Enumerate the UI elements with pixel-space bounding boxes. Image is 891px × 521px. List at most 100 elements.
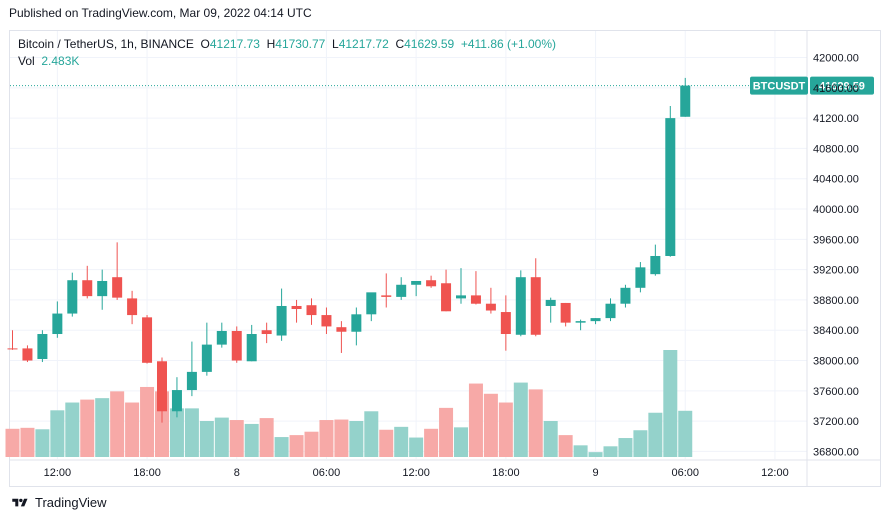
candle-body — [411, 280, 422, 285]
volume-bar — [678, 410, 693, 457]
candle-body — [665, 118, 676, 256]
price-tag-label: 41629.59 — [819, 81, 865, 93]
candle-body — [426, 280, 437, 287]
volume-bar — [603, 446, 618, 457]
volume-bar — [199, 421, 214, 457]
open-value: 41217.73 — [209, 37, 260, 51]
candle-body — [231, 330, 242, 361]
candle-body — [635, 267, 646, 288]
y-tick-label: 37600.00 — [813, 386, 859, 398]
candle-body — [246, 334, 257, 362]
tradingview-logo-icon — [12, 498, 28, 506]
y-tick-label: 41200.00 — [813, 113, 859, 125]
candle-body — [97, 280, 108, 297]
candle-body — [590, 318, 601, 322]
published-text: Published on TradingView.com, Mar 09, 20… — [9, 6, 312, 20]
volume-bar — [409, 437, 424, 457]
y-tick-label: 38400.00 — [813, 325, 859, 337]
volume-bar — [648, 412, 663, 457]
chart-legend: Bitcoin / TetherUS, 1h, BINANCE O41217.7… — [18, 36, 556, 70]
candle-body — [470, 295, 481, 304]
candle-body — [82, 280, 93, 297]
volume-bar — [513, 382, 528, 457]
volume-bar — [379, 429, 394, 457]
y-tick-label: 37200.00 — [813, 416, 859, 428]
tradingview-brand[interactable]: TradingView — [10, 495, 107, 510]
candle-body — [515, 277, 526, 335]
candle-body — [605, 303, 616, 319]
volume-bar — [424, 428, 439, 457]
candle-body — [306, 305, 317, 316]
y-tick-label: 38000.00 — [813, 356, 859, 368]
x-tick-label: 18:00 — [133, 467, 161, 479]
volume-bar — [50, 410, 65, 457]
low-label: L — [332, 37, 339, 51]
x-tick-label: 8 — [234, 467, 240, 479]
y-tick-label: 41600.00 — [813, 83, 859, 95]
volume-bar — [5, 428, 20, 457]
y-tick-label: 42000.00 — [813, 53, 859, 65]
candle-body — [22, 348, 33, 361]
candle-body — [127, 298, 138, 316]
volume-bar — [618, 438, 633, 457]
volume-bar — [304, 431, 319, 457]
volume-bar — [95, 398, 110, 457]
volume-bar — [214, 417, 229, 457]
candle-body — [157, 361, 167, 412]
symbol-tag-bg — [750, 76, 808, 95]
candle-body — [291, 305, 302, 310]
y-tick-label: 38800.00 — [813, 295, 859, 307]
candle-body — [456, 295, 466, 299]
low-value: 41217.72 — [338, 37, 389, 51]
volume-bar — [498, 402, 513, 457]
candle-body — [216, 330, 227, 345]
close-value: 41629.59 — [404, 37, 455, 51]
open-label: O — [200, 37, 210, 51]
x-tick-label: 12:00 — [761, 467, 789, 479]
volume-bar — [110, 391, 125, 457]
volume-bar — [439, 407, 454, 457]
candle-body — [67, 280, 78, 314]
candle-body — [485, 303, 496, 311]
volume-bar — [65, 402, 80, 457]
x-tick-label: 12:00 — [44, 467, 72, 479]
legend-volume-row: Vol 2.483K — [18, 53, 556, 70]
volume-bar — [289, 435, 304, 457]
volume-bar — [543, 421, 558, 457]
symbol-tag-label: BTCUSDT — [753, 81, 806, 93]
candle-body — [261, 330, 272, 335]
x-tick-label: 12:00 — [402, 467, 430, 479]
y-tick-label: 40400.00 — [813, 174, 859, 186]
volume-bar — [394, 426, 409, 457]
volume-bar — [588, 452, 603, 457]
volume-bar — [573, 445, 588, 457]
candle-body — [186, 371, 197, 391]
y-tick-label: 40000.00 — [813, 204, 859, 216]
candle-body — [381, 295, 392, 297]
candle-body — [7, 348, 18, 350]
candle-body — [500, 312, 511, 335]
candle-body — [171, 390, 182, 412]
volume-label: Vol — [18, 54, 35, 68]
candle-body — [366, 292, 377, 315]
volume-bar — [140, 386, 155, 457]
candle-body — [530, 277, 541, 335]
candle-body — [201, 344, 212, 372]
y-tick-label: 36800.00 — [813, 446, 859, 458]
candle-body — [620, 287, 631, 304]
volume-bar — [349, 421, 364, 457]
price-tag-bg — [810, 76, 874, 95]
candle-body — [112, 277, 123, 298]
volume-bar — [244, 423, 259, 457]
volume-bar — [274, 437, 289, 457]
volume-bar — [558, 435, 573, 457]
volume-bar — [259, 418, 274, 457]
chart-frame — [9, 30, 881, 487]
legend-ohlc-row: Bitcoin / TetherUS, 1h, BINANCE O41217.7… — [18, 36, 556, 53]
y-tick-label: 40800.00 — [813, 143, 859, 155]
candle-body — [37, 334, 48, 360]
volume-bar — [364, 411, 379, 457]
candle-body — [336, 327, 347, 332]
volume-bar — [20, 427, 35, 457]
